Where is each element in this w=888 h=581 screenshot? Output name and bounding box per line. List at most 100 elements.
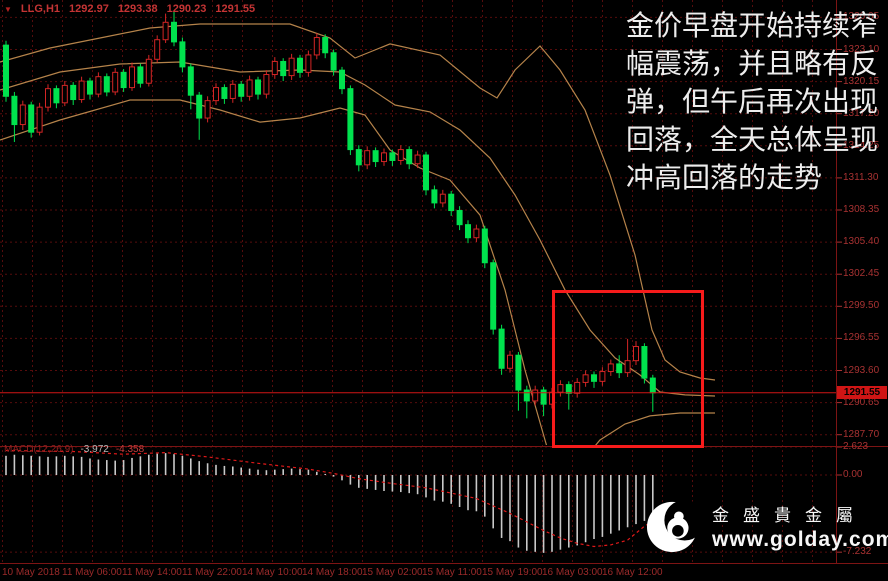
price-axis-label: 1305.40	[843, 236, 880, 248]
time-axis-label: 14 May 10:00	[242, 567, 303, 578]
chart-header: ▼ LLG,H1 1292.97 1293.38 1290.23 1291.55	[4, 3, 255, 15]
bull-candle	[557, 384, 564, 393]
bull-candle	[204, 100, 211, 119]
annotation-line: 回落，全天总体呈现	[626, 125, 879, 156]
price-axis-label: 1308.35	[843, 204, 880, 215]
bull-candle	[599, 371, 606, 382]
time-axis-label: 15 May 19:00	[482, 567, 543, 578]
bear-candle	[591, 374, 597, 382]
bear-candle	[238, 83, 245, 97]
time-axis-label: 11 May 06:00	[62, 567, 122, 578]
bear-candle	[431, 189, 438, 204]
bear-candle	[498, 328, 505, 369]
bear-candle	[103, 76, 110, 93]
price-axis-label: 1299.50	[843, 300, 880, 312]
annotation-line: 金价早盘开始持续窄	[626, 11, 879, 42]
bear-candle	[11, 95, 18, 126]
time-axis-label: 15 May 02:00	[362, 567, 423, 578]
bear-candle	[355, 149, 362, 166]
bear-candle	[523, 389, 530, 402]
time-axis-label: 10 May 2018	[2, 567, 60, 578]
bull-candle	[313, 37, 320, 56]
bear-candle	[330, 52, 337, 71]
macd-axis-label: -7.232	[843, 546, 872, 558]
macd-axis-label: 0.00	[843, 469, 863, 480]
bull-candle	[288, 57, 295, 77]
current-price-tag: 1291.55	[837, 386, 887, 399]
time-axis-label: 16 May 03:00	[542, 567, 603, 578]
bear-candle	[515, 354, 522, 391]
annotation-text: 金价早盘开始持续窄 幅震荡，并且略有反 弹，但午后再次出现 回落，全天总体呈现 …	[626, 8, 888, 198]
price-axis-label: 1296.55	[843, 332, 880, 344]
price-axis-label: 1314.25	[843, 139, 880, 151]
annotation-line: 冲高回落的走势	[626, 163, 823, 194]
bear-candle	[641, 346, 648, 379]
time-axis-label: 14 May 18:00	[302, 567, 363, 578]
macd-histogram	[5, 453, 654, 553]
bull-candle	[78, 80, 85, 101]
low-value: 1290.23	[166, 3, 207, 15]
axis-divider-vertical	[836, 0, 837, 563]
open-value: 1292.97	[69, 3, 109, 15]
axis-ticks	[836, 16, 842, 553]
bear-candle	[406, 149, 413, 165]
bull-candle	[129, 66, 135, 89]
bull-candle	[624, 360, 631, 374]
bear-candle	[372, 150, 379, 163]
bull-candle	[271, 60, 278, 76]
annotation-line: 弹，但午后再次出现	[626, 87, 879, 118]
grid-lines	[0, 0, 836, 563]
bull-candle	[439, 193, 446, 204]
high-value: 1293.38	[117, 3, 158, 15]
bull-candle	[381, 152, 387, 163]
bear-candle	[322, 37, 329, 54]
bear-candle	[171, 21, 177, 43]
bull-candle	[112, 71, 119, 93]
time-axis-divider	[0, 563, 888, 564]
bear-candle	[87, 80, 93, 95]
bear-candle	[297, 57, 303, 73]
bollinger-middle-band	[0, 61, 716, 397]
highlight-rectangle	[552, 290, 704, 448]
pane-divider[interactable]	[0, 446, 888, 447]
price-axis-label: 1302.45	[843, 268, 880, 280]
bull-candle	[574, 381, 581, 394]
bear-candle	[565, 384, 572, 394]
symbol-period-label: LLG,H1	[20, 3, 61, 15]
bull-candle	[154, 39, 161, 60]
bull-candle	[45, 88, 51, 108]
bull-candle	[162, 21, 169, 41]
bull-candle	[473, 228, 480, 239]
bear-candle	[481, 228, 488, 264]
bear-candle	[540, 389, 547, 405]
price-axis-label: 1320.15	[843, 75, 880, 87]
macd-main-value: -3.972	[80, 444, 109, 455]
bull-candle	[364, 150, 371, 166]
annotation-line: 幅震荡，并且略有反	[626, 49, 879, 80]
bear-candle	[187, 66, 194, 96]
bull-candle	[36, 106, 43, 133]
macd-signal-line	[5, 449, 654, 548]
time-axis-label: 11 May 14:00	[122, 567, 182, 578]
chevron-down-icon[interactable]: ▼	[4, 4, 12, 14]
bull-candle	[246, 79, 253, 97]
bear-candle	[179, 41, 186, 68]
bear-candle	[280, 60, 287, 77]
bull-candle	[263, 74, 270, 95]
bull-candle	[145, 58, 152, 84]
price-axis-label: 1311.30	[843, 171, 879, 183]
bear-candle	[255, 79, 261, 95]
bull-candle	[95, 76, 102, 95]
bull-candle	[61, 84, 68, 104]
time-axis-label: 15 May 11:00	[422, 567, 482, 578]
price-axis-label: 1323.10	[843, 43, 880, 55]
golday-logo-icon	[646, 499, 704, 553]
time-axis-label: 11 May 22:00	[182, 567, 242, 578]
macd-indicator-header: MACD(12,26,9) -3.972 -4.358	[4, 444, 144, 455]
bull-candle	[633, 346, 639, 362]
time-axis-label: 16 May 12:00	[602, 567, 663, 578]
price-axis-label: 1317.20	[843, 107, 880, 119]
bear-candle	[465, 224, 471, 239]
